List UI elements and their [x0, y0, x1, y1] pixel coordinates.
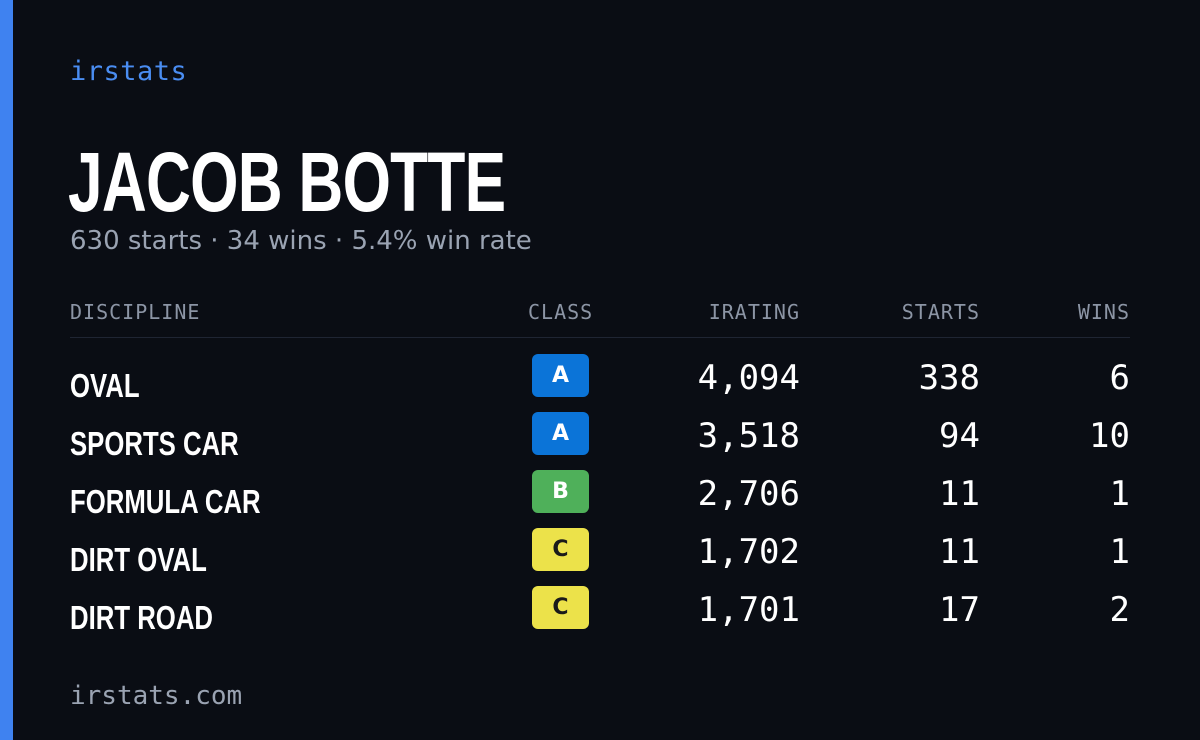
header-divider: [70, 337, 1130, 338]
irating-value: 1,702: [697, 532, 800, 572]
irating-value: 2,706: [697, 474, 800, 514]
wins-value: 6: [1109, 358, 1130, 398]
driver-name: JACOB BOTTE: [68, 135, 506, 229]
wins-value: 10: [1089, 416, 1130, 456]
header-class: CLASS: [528, 300, 594, 324]
header-starts: STARTS: [901, 300, 980, 324]
class-badge: A: [532, 412, 589, 455]
class-badge: B: [532, 470, 589, 513]
starts-value: 94: [939, 416, 980, 456]
header-discipline: DISCIPLINE: [70, 300, 201, 324]
accent-bar: [0, 0, 13, 740]
starts-value: 11: [939, 474, 980, 514]
discipline-name: OVAL: [70, 367, 140, 404]
wins-value: 1: [1109, 532, 1130, 572]
starts-value: 17: [939, 590, 980, 630]
wins-value: 2: [1109, 590, 1130, 630]
header-irating: IRATING: [708, 300, 800, 324]
irating-value: 1,701: [697, 590, 800, 630]
discipline-name: FORMULA CAR: [70, 483, 261, 520]
table-row: SPORTS CAR A 3,518 94 10: [0, 412, 1200, 474]
driver-summary: 630 starts · 34 wins · 5.4% win rate: [70, 226, 532, 256]
wins-value: 1: [1109, 474, 1130, 514]
table-row: DIRT OVAL C 1,702 11 1: [0, 528, 1200, 590]
table-row: FORMULA CAR B 2,706 11 1: [0, 470, 1200, 532]
class-badge: C: [532, 528, 589, 571]
starts-value: 338: [918, 358, 980, 398]
discipline-name: DIRT OVAL: [70, 541, 207, 578]
discipline-name: SPORTS CAR: [70, 425, 239, 462]
brand-logo-text: irstats: [70, 56, 188, 87]
irating-value: 3,518: [697, 416, 800, 456]
starts-value: 11: [939, 532, 980, 572]
irating-value: 4,094: [697, 358, 800, 398]
table-row: DIRT ROAD C 1,701 17 2: [0, 586, 1200, 648]
class-badge: A: [532, 354, 589, 397]
discipline-name: DIRT ROAD: [70, 599, 213, 636]
footer-url: irstats.com: [70, 681, 243, 711]
header-wins: WINS: [1077, 300, 1130, 324]
table-row: OVAL A 4,094 338 6: [0, 354, 1200, 416]
class-badge: C: [532, 586, 589, 629]
